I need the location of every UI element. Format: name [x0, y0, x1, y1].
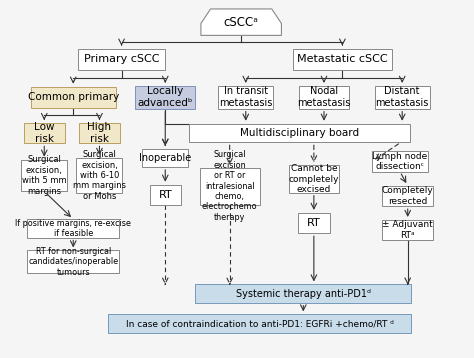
FancyBboxPatch shape	[150, 185, 181, 205]
Text: Surgical
excision,
with 6-10
mm margins
or Mohs: Surgical excision, with 6-10 mm margins …	[73, 150, 126, 201]
Text: Locally
advancedᵇ: Locally advancedᵇ	[137, 86, 193, 108]
Text: Inoperable: Inoperable	[139, 153, 191, 163]
Text: Lymph node
dissectionᶜ: Lymph node dissectionᶜ	[372, 152, 428, 171]
FancyBboxPatch shape	[374, 86, 430, 109]
Polygon shape	[201, 9, 282, 35]
Text: Common primary: Common primary	[27, 92, 119, 102]
Text: Completely
resected: Completely resected	[382, 186, 434, 205]
Text: Multidisciplinary board: Multidisciplinary board	[240, 128, 359, 138]
FancyBboxPatch shape	[189, 124, 410, 142]
FancyBboxPatch shape	[383, 220, 433, 240]
Text: Surgical
excision,
with 5 mm
margins: Surgical excision, with 5 mm margins	[22, 155, 66, 195]
Text: In transit
metastasis: In transit metastasis	[219, 86, 273, 108]
FancyBboxPatch shape	[218, 86, 273, 109]
FancyBboxPatch shape	[200, 168, 260, 204]
FancyBboxPatch shape	[76, 158, 122, 193]
FancyBboxPatch shape	[78, 49, 165, 70]
FancyBboxPatch shape	[136, 86, 195, 109]
FancyBboxPatch shape	[298, 213, 329, 233]
FancyBboxPatch shape	[79, 123, 120, 144]
Text: ± Adjuvant
RTᵃ: ± Adjuvant RTᵃ	[383, 221, 433, 240]
FancyBboxPatch shape	[293, 49, 392, 70]
FancyBboxPatch shape	[27, 250, 119, 273]
Text: Surgical
excision
or RT or
intralesional
chemo,
electrochemo
therapy: Surgical excision or RT or intralesional…	[202, 150, 257, 222]
Text: If positive margins, re-excise
if feasible: If positive margins, re-excise if feasib…	[15, 219, 131, 238]
FancyBboxPatch shape	[27, 219, 119, 237]
Text: Metastatic cSCC: Metastatic cSCC	[297, 54, 388, 64]
Text: Primary cSCC: Primary cSCC	[84, 54, 159, 64]
Text: Distant
metastasis: Distant metastasis	[375, 86, 429, 108]
FancyBboxPatch shape	[383, 186, 433, 206]
FancyBboxPatch shape	[372, 151, 428, 171]
Text: In case of contraindication to anti-PD1: EGFRi +chemo/RT ᵈ: In case of contraindication to anti-PD1:…	[126, 319, 393, 328]
Text: Systemic therapy anti-PD1ᵈ: Systemic therapy anti-PD1ᵈ	[236, 289, 371, 299]
Text: High
risk: High risk	[88, 122, 111, 144]
Text: Low
risk: Low risk	[34, 122, 55, 144]
Text: RT: RT	[307, 218, 321, 228]
Text: Nodal
metastasis: Nodal metastasis	[297, 86, 351, 108]
FancyBboxPatch shape	[142, 149, 188, 167]
Text: RT: RT	[158, 190, 172, 200]
FancyBboxPatch shape	[289, 165, 339, 193]
FancyBboxPatch shape	[31, 87, 116, 108]
Text: RT for non-surgical
candidates/inoperable
tumours: RT for non-surgical candidates/inoperabl…	[28, 247, 118, 277]
FancyBboxPatch shape	[108, 314, 411, 333]
FancyBboxPatch shape	[24, 123, 65, 144]
FancyBboxPatch shape	[195, 284, 411, 303]
Text: cSCCᵃ: cSCCᵃ	[224, 16, 259, 29]
FancyBboxPatch shape	[21, 160, 67, 191]
Text: Cannot be
completely
excised: Cannot be completely excised	[289, 164, 339, 194]
FancyBboxPatch shape	[299, 86, 349, 109]
